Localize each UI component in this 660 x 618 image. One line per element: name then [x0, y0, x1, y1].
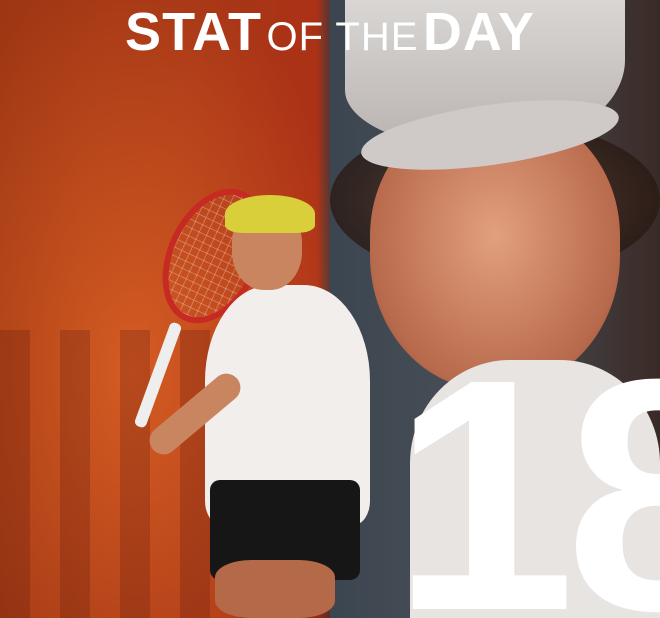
- stat-number: 18: [392, 310, 660, 618]
- title-day: DAY: [422, 2, 535, 62]
- title-of-the: OF THE: [266, 15, 419, 59]
- title-stat: STAT: [125, 2, 263, 62]
- player-closeup-shirt: [410, 360, 660, 618]
- player-action-leg: [215, 560, 335, 618]
- poster-title: STAT OF THE DAY: [0, 2, 660, 76]
- player-action-cap: [225, 195, 315, 233]
